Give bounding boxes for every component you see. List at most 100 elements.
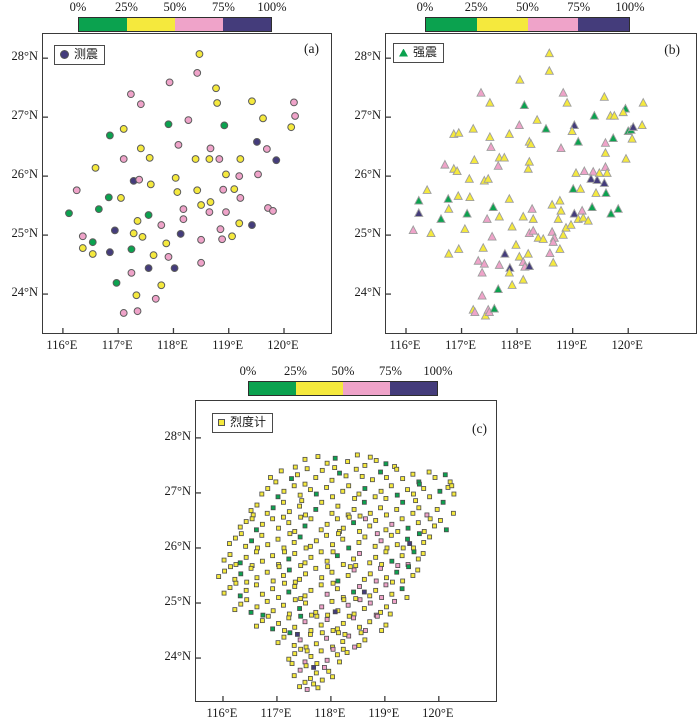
data-point [291,483,297,489]
data-point [421,529,427,534]
data-point [298,646,304,652]
data-point [297,637,303,643]
data-point [164,120,173,129]
data-point [357,513,363,519]
data-point [238,601,244,607]
data-point [601,187,611,197]
data-point [233,562,239,567]
data-point [228,232,236,241]
data-point [308,654,314,659]
data-point [144,264,153,273]
data-point [313,609,319,615]
data-point [220,121,229,130]
data-point [479,258,490,268]
data-point [248,221,256,229]
data-point [303,545,309,551]
data-point [367,523,373,529]
data-point [351,507,357,512]
data-point [286,567,292,573]
data-point [545,248,555,258]
data-point [432,523,437,529]
data-point [346,483,352,489]
colorbar-label: 75% [567,0,591,14]
colorbar-label: 75% [379,364,402,378]
data-point [133,217,142,225]
data-point [599,177,610,187]
data-point [281,545,287,551]
data-point [334,586,340,592]
data-point [357,584,362,589]
data-point [318,622,324,628]
x-tick-label: 118°E [500,338,532,352]
data-point [254,582,259,588]
data-point [304,648,310,654]
data-point [171,173,180,182]
data-point [227,541,232,546]
data-point [388,483,394,489]
data-point [367,600,373,606]
data-point [406,564,411,570]
data-point [621,153,631,163]
data-point [281,488,287,494]
data-point [330,542,335,548]
data-point [370,477,375,483]
data-point [311,681,317,687]
data-point [184,116,193,125]
data-point [577,205,587,215]
data-point [373,587,379,593]
data-point [494,211,505,221]
data-point [286,556,292,562]
data-point [197,258,205,267]
data-point [297,667,303,673]
data-point [287,531,293,537]
data-point [329,510,335,516]
data-point [440,499,446,505]
data-point [322,665,327,670]
data-point [281,499,286,505]
data-point [302,619,308,625]
data-point [378,505,383,511]
x-tick-label: 116°E [46,338,78,352]
data-point [399,586,405,592]
data-point [558,87,568,97]
data-point [477,290,487,300]
data-point [340,536,346,542]
data-point [357,529,362,534]
data-point [307,631,313,637]
data-point [248,609,254,615]
data-point [334,626,340,632]
data-point [515,74,525,84]
data-point [270,608,276,614]
data-point [613,203,623,213]
data-point [337,659,342,665]
data-point [362,463,368,468]
data-point [356,643,362,648]
data-point [335,578,341,584]
data-point [330,580,336,586]
x-tick-label: 118°E [156,338,188,352]
data-point [319,630,325,636]
data-point [394,542,400,548]
data-point [609,110,620,120]
data-point [373,554,379,560]
data-point [197,235,205,244]
data-point [523,163,533,173]
data-point [324,558,330,564]
colorbar-label: 0% [416,0,434,14]
data-point [243,519,249,524]
data-point [588,166,598,176]
data-point [314,613,320,619]
data-point [244,579,250,585]
data-point [307,543,313,549]
data-point [243,554,249,560]
data-point [193,186,202,195]
data-point [356,491,362,497]
data-point [340,620,346,626]
data-point [427,516,433,522]
data-point [157,221,166,229]
data-point [340,525,346,531]
data-point [238,571,244,577]
panel-b: 0% 25% 50% 75% 100% 强震 (b) 116°E 117°E 118°E 11… [352,0,700,360]
data-point [295,472,300,478]
data-point [324,617,330,622]
